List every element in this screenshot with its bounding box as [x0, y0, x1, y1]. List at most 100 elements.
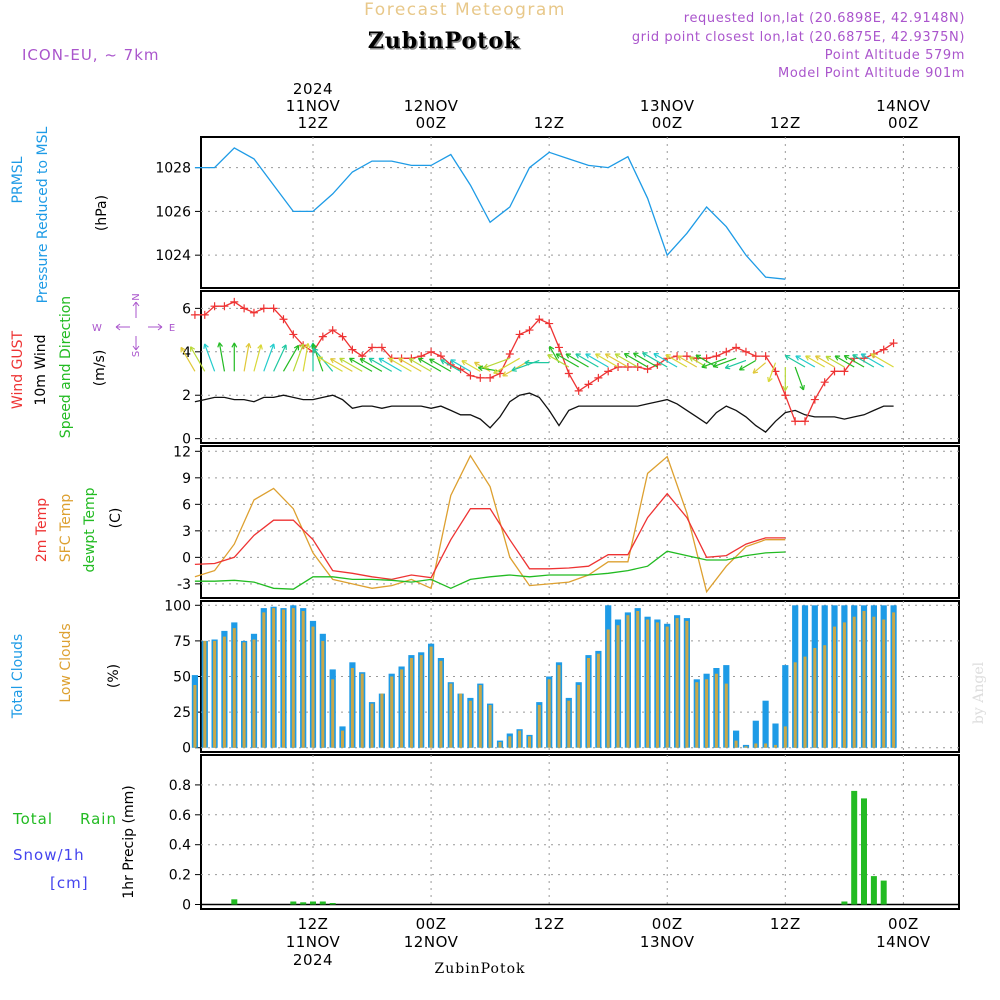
gust-marker [525, 326, 534, 335]
low-cloud-bar [272, 608, 276, 748]
precip-bar [861, 798, 867, 905]
wind-arrow-head [502, 371, 508, 377]
wind-arrow-head [782, 385, 789, 391]
cloud-labels: Total Clouds Low Clouds (%) by Angel [10, 623, 987, 724]
gust-marker [840, 367, 849, 376]
pressure-tick-label: 1026 [155, 204, 191, 220]
wind-frame [200, 290, 960, 444]
wind-direction-arrow [368, 357, 393, 372]
wind-arrow-head [834, 355, 841, 361]
temperature-tick-label: 6 [182, 497, 191, 513]
top-time-label: 13NOV [640, 97, 695, 115]
wind-direction-arrow [474, 361, 491, 372]
wind-arrow-head [450, 359, 456, 365]
low-cloud-bar [547, 679, 551, 748]
gust-marker [377, 343, 386, 352]
wind-direction-arrow [493, 357, 520, 374]
wind-direction-arrow [339, 357, 363, 372]
gust-marker [889, 339, 898, 348]
wind-direction-arrow [483, 357, 511, 369]
temp-unit: (C) [108, 508, 124, 529]
wind-direction-arrow [677, 355, 698, 368]
wind-arrow-head [799, 384, 805, 391]
gust-marker [436, 352, 445, 361]
wind-arrow-head [594, 353, 601, 359]
sfc-temp-line [194, 454, 786, 594]
wind-direction-arrow [263, 343, 275, 372]
low-cloud-bar [449, 683, 453, 748]
wind-arrow-head [417, 357, 424, 363]
wind-arrow-head [359, 358, 366, 364]
wind-arrow-head [555, 353, 562, 359]
wind-arrow-head [547, 354, 553, 360]
low-cloud-bar [695, 682, 699, 748]
wind-direction-arrow [575, 353, 599, 368]
wind-direction-arrow [555, 353, 579, 368]
low-cloud-bar [331, 679, 335, 748]
wind-arrow-head [689, 356, 695, 362]
gust-marker [732, 343, 741, 352]
wind-arrow-head [623, 353, 630, 359]
wind-arrow-head [312, 347, 319, 354]
pressure-panel: 1024 1026 1028 [155, 136, 960, 289]
wind-direction-arrow [860, 353, 885, 368]
wind-tick-label: 2 [182, 388, 191, 404]
precip-unit: 1hr Precip (mm) [121, 785, 137, 898]
gust-marker [564, 369, 573, 378]
precip-frame [200, 754, 960, 910]
wind-direction-arrow [834, 355, 855, 368]
wind-arrow-head [477, 365, 484, 372]
gust-marker [466, 371, 475, 380]
low-cloud-bar [291, 608, 295, 748]
low-cloud-bar [262, 612, 266, 748]
wind-direction-arrow [633, 352, 658, 368]
wind-arrow-head [378, 357, 385, 363]
precip-bar [329, 903, 336, 905]
wind-arrow-head [269, 343, 276, 349]
precip-bar [851, 790, 858, 905]
low-cloud-bar [724, 683, 728, 748]
gust-marker [791, 417, 800, 426]
wind-arrow-head [738, 365, 745, 371]
temp-labels: 2m Temp SFC Temp dewpt Temp (C) [34, 487, 124, 572]
wind-arrow-head [398, 357, 404, 363]
precip-bar [880, 880, 887, 905]
low-cloud-bar [341, 730, 344, 748]
low-cloud-bar [301, 611, 305, 748]
wind-arrow-head [752, 368, 759, 374]
wind-arrow-head [245, 343, 252, 349]
compass-w: W [92, 323, 102, 334]
wind-direction-arrow [440, 359, 461, 372]
low-cloud-bar [567, 700, 571, 748]
wind-direction-arrow [378, 357, 402, 372]
wind-arrow-head [814, 355, 821, 361]
wind-arrow-head [483, 363, 489, 370]
low-cloud-bar [508, 736, 512, 748]
t2m-label: 2m Temp [34, 498, 50, 562]
top-time-label: 2024 [293, 80, 333, 98]
wind-direction-arrow [739, 359, 757, 371]
precip-tick-label: 0.6 [169, 808, 191, 824]
wind-arrow-head [767, 376, 773, 383]
wind-direction-arrow [218, 342, 226, 372]
gust-marker [830, 367, 839, 376]
gust-marker [240, 304, 249, 313]
wind-arrow-head [870, 353, 877, 359]
wind-arrow-head [642, 352, 648, 358]
wind-arrow-head [677, 355, 683, 361]
snow-unit-label: [cm] [50, 874, 89, 892]
low-cloud-bar [193, 685, 197, 748]
compass-e: E [169, 323, 175, 334]
gust-marker [318, 332, 327, 341]
wind-direction-arrow [349, 357, 373, 372]
wind-direction-arrow [547, 354, 570, 368]
wind-arrow-head [665, 354, 671, 360]
wind-direction-arrow [273, 344, 287, 372]
gust-marker [594, 373, 603, 382]
point-altitude: Point Altitude 579m [825, 48, 965, 63]
location-title: ZubinPotok [369, 30, 522, 56]
precip-tick-label: 0.4 [169, 838, 191, 854]
low-cloud-bar [419, 655, 423, 748]
pressure-labels: PRMSL Pressure Reduced to MSL (hPa) [10, 126, 110, 303]
